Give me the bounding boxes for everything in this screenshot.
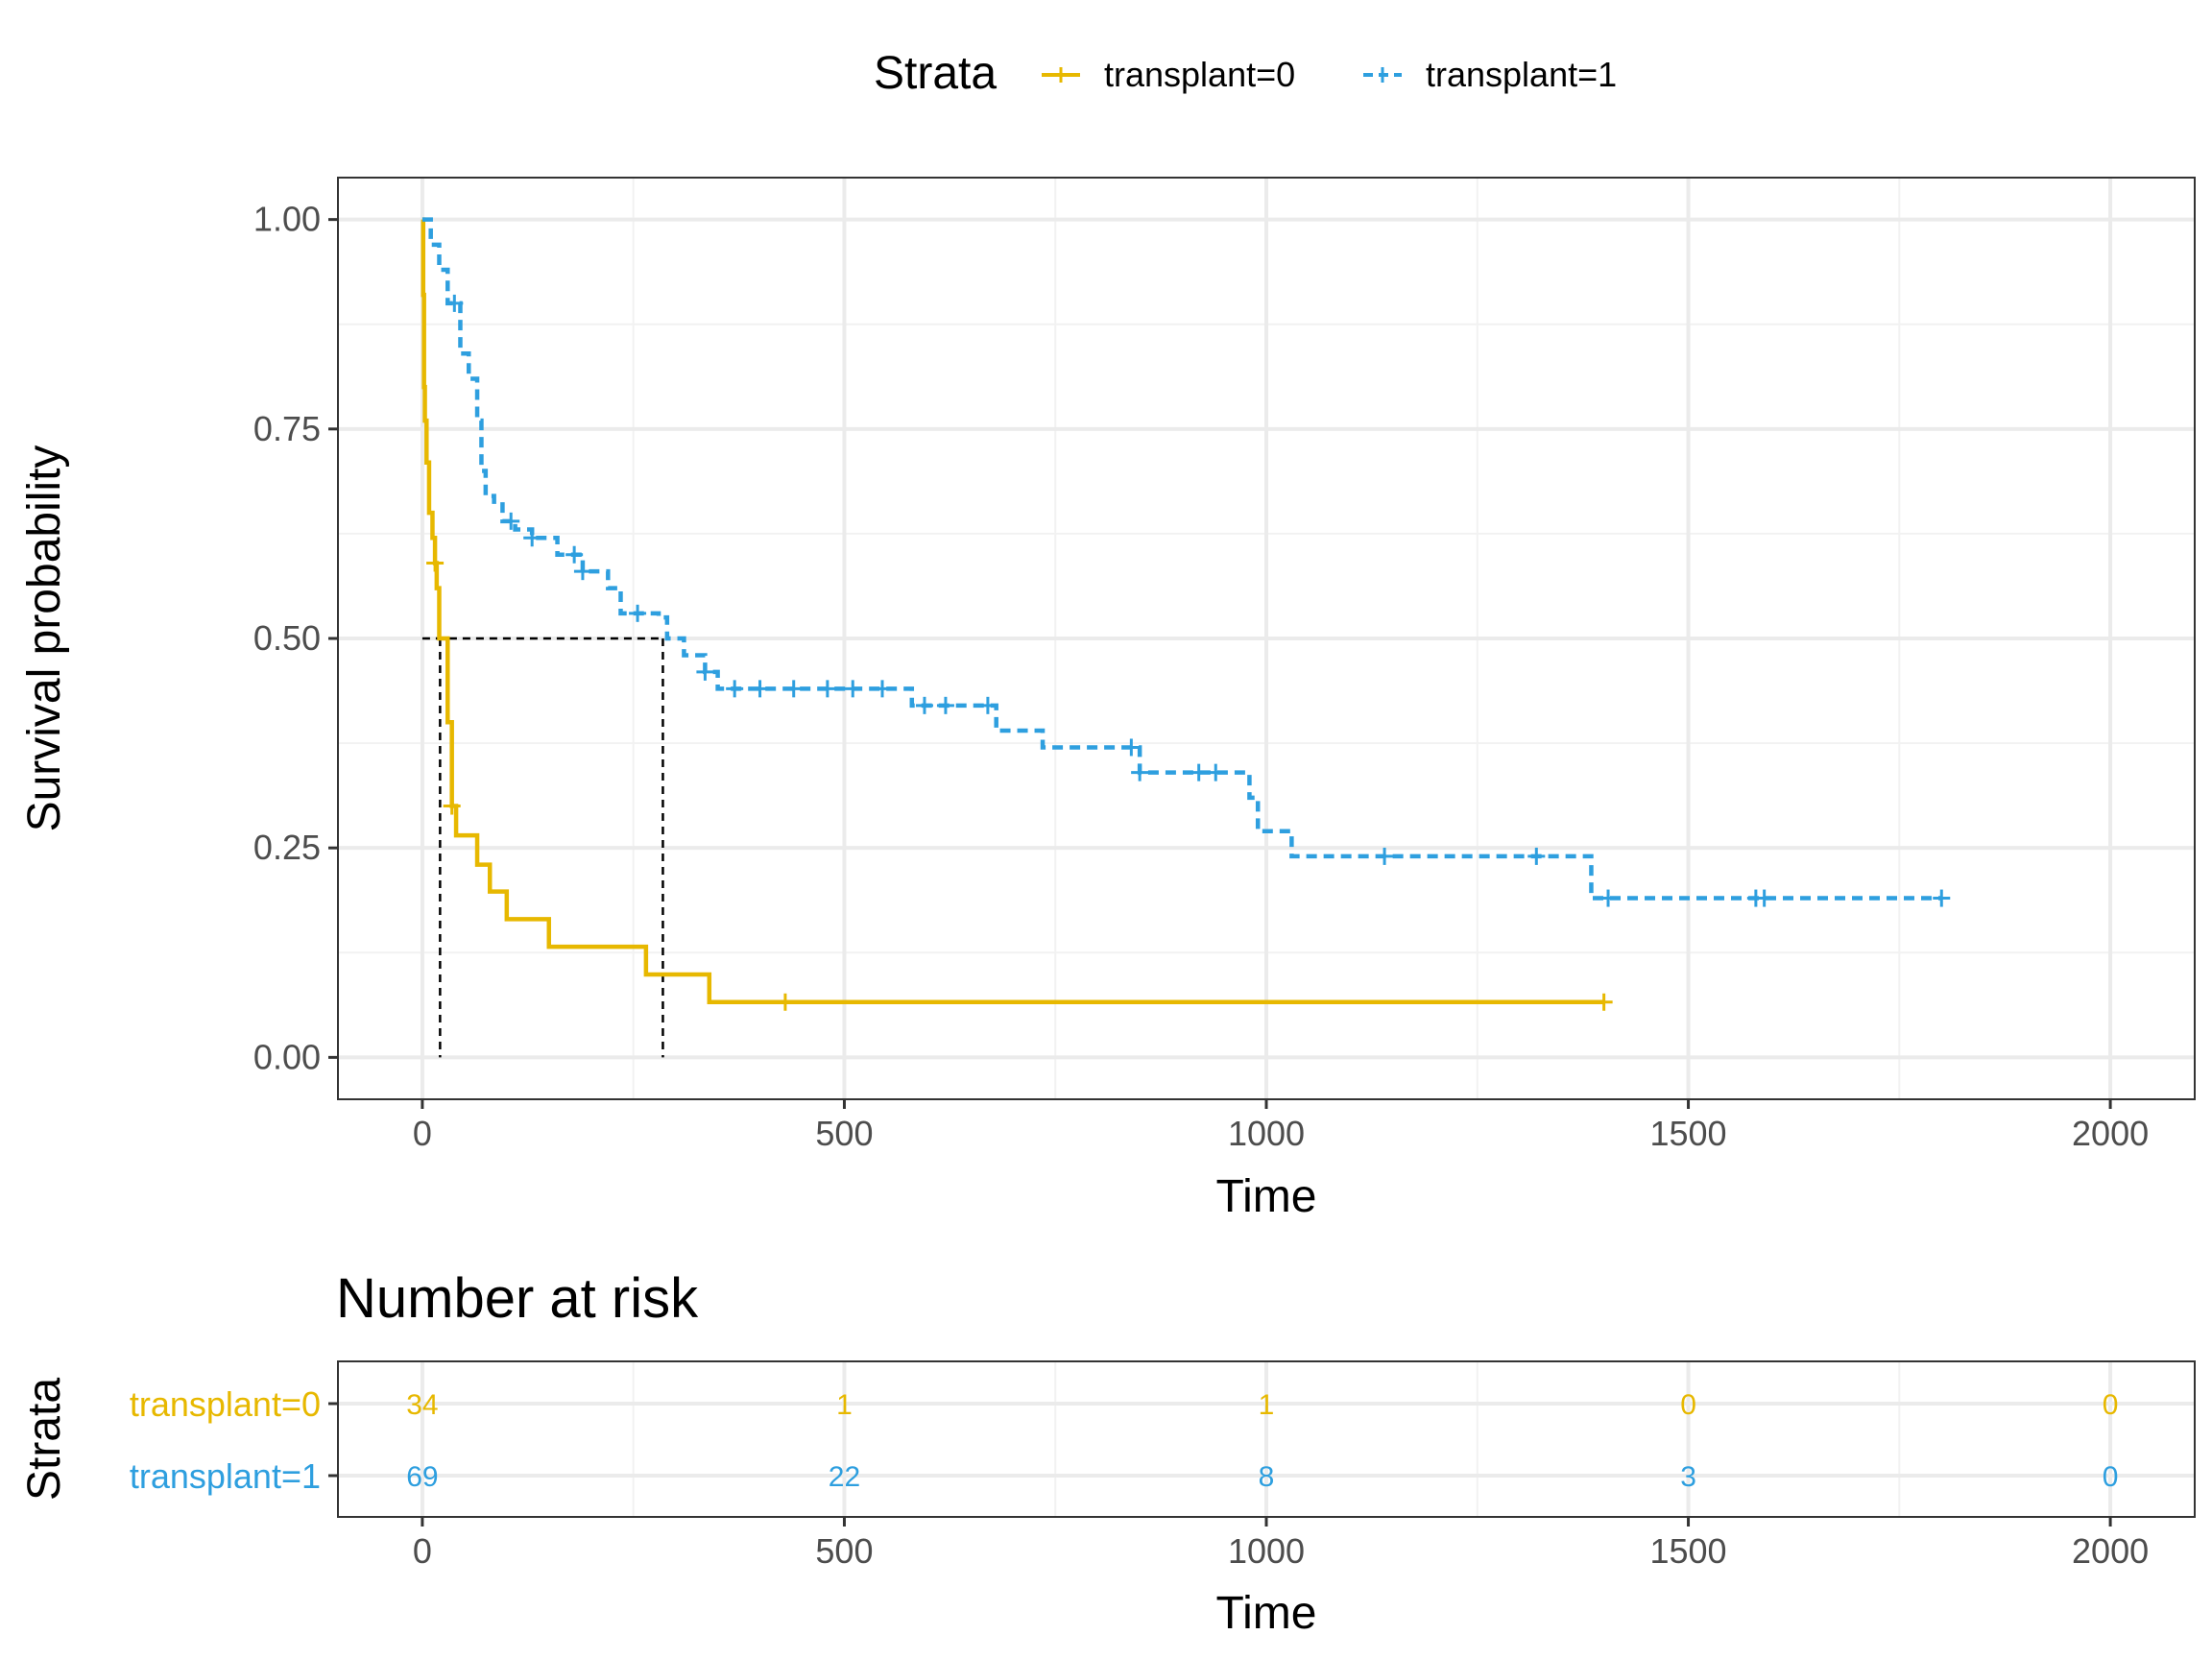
censor-mark-transplant1	[629, 604, 647, 622]
x-axis-title: Time	[1216, 1171, 1317, 1222]
x-axis-ticks: 0 500 1000 1500 2000	[413, 1099, 2149, 1153]
y-axis-ticks: 0.00 0.25 0.50 0.75 1.00	[253, 200, 338, 1076]
risk-cell: 8	[1259, 1461, 1275, 1493]
censor-mark-transplant1	[978, 696, 997, 714]
survival-curve-transplant1	[421, 217, 1942, 901]
censor-mark-transplant1	[726, 680, 744, 698]
legend-key-transplant0	[1042, 67, 1080, 83]
legend-label-transplant1: transplant=1	[1426, 55, 1617, 94]
y-tick-label: 0.75	[253, 409, 321, 448]
y-tick-label: 0.50	[253, 618, 321, 658]
censor-mark-transplant0	[776, 993, 794, 1011]
median-survival-lines	[421, 637, 664, 1058]
censor-mark-transplant1	[696, 662, 714, 681]
risk-row-label: transplant=0	[130, 1384, 321, 1424]
risk-x-tick-label: 1000	[1228, 1531, 1305, 1571]
legend: Strata transplant=0 transplant=1	[874, 48, 1617, 99]
survival-curves	[421, 217, 1951, 1011]
survival-curve-transplant0	[421, 217, 1604, 1005]
censor-mark-transplant1	[1755, 889, 1773, 907]
risk-x-axis-title: Time	[1216, 1588, 1317, 1639]
survival-plot-panel: 0.00 0.25 0.50 0.75 1.00 0 500 1000 1500 2000 Ti…	[19, 177, 2196, 1222]
risk-cell: 34	[406, 1389, 438, 1421]
censor-mark-transplant1	[573, 563, 591, 581]
censor-mark-transplant0	[426, 554, 445, 572]
legend-title: Strata	[874, 48, 997, 99]
risk-x-tick-label: 0	[413, 1531, 432, 1571]
censor-mark-transplant0	[443, 797, 461, 815]
risk-x-axis-ticks: 0 500 1000 1500 2000	[413, 1517, 2149, 1571]
risk-cell: 0	[2103, 1389, 2119, 1421]
x-tick-label: 1500	[1649, 1114, 1726, 1153]
censor-mark-transplant1	[874, 680, 892, 698]
censor-mark-transplant1	[565, 545, 584, 564]
y-axis-title: Survival probability	[19, 445, 70, 832]
x-tick-label: 2000	[2072, 1114, 2149, 1153]
risk-x-tick-label: 500	[815, 1531, 873, 1571]
censor-mark-transplant1	[1933, 889, 1951, 907]
censor-mark-transplant1	[445, 294, 464, 312]
legend-label-transplant0: transplant=0	[1104, 55, 1295, 94]
risk-y-axis-title: Strata	[19, 1378, 70, 1501]
censor-mark-transplant1	[1190, 763, 1208, 781]
risk-table-title: Number at risk	[336, 1267, 699, 1330]
y-tick-label: 1.00	[253, 200, 321, 239]
censor-mark-transplant1	[1207, 763, 1225, 781]
risk-x-tick-label: 1500	[1649, 1531, 1726, 1571]
risk-cell: 69	[406, 1461, 438, 1493]
censor-mark-transplant1	[1376, 847, 1394, 865]
censor-mark-transplant1	[523, 529, 541, 547]
censor-mark-transplant1	[1122, 738, 1141, 757]
risk-table-gridlines	[338, 1361, 2195, 1517]
censor-mark-transplant1	[751, 680, 769, 698]
risk-cell: 1	[836, 1389, 853, 1421]
censor-mark-transplant1	[915, 696, 933, 714]
risk-table-values: 34 1 1 0 0 69 22 8 3 0	[406, 1389, 2118, 1493]
risk-table-row-labels: transplant=0 transplant=1	[130, 1384, 338, 1496]
risk-cell: 22	[829, 1461, 860, 1493]
risk-x-tick-label: 2000	[2072, 1531, 2149, 1571]
risk-cell: 1	[1259, 1389, 1275, 1421]
censor-mark-transplant1	[844, 680, 862, 698]
risk-row-label: transplant=1	[130, 1456, 321, 1496]
risk-cell: 0	[2103, 1461, 2119, 1493]
censor-mark-transplant1	[818, 680, 836, 698]
x-tick-label: 0	[413, 1114, 432, 1153]
censor-mark-transplant1	[502, 512, 520, 530]
censor-mark-transplant1	[1599, 889, 1618, 907]
censor-mark-transplant1	[1131, 763, 1149, 781]
x-tick-label: 500	[815, 1114, 873, 1153]
y-tick-label: 0.00	[253, 1037, 321, 1076]
risk-cell: 3	[1680, 1461, 1696, 1493]
censor-mark-transplant1	[1527, 847, 1546, 865]
censor-mark-transplant1	[936, 696, 954, 714]
x-tick-label: 1000	[1228, 1114, 1305, 1153]
legend-key-transplant1	[1363, 67, 1402, 83]
risk-cell: 0	[1680, 1389, 1696, 1421]
censor-mark-transplant0	[1595, 993, 1613, 1011]
y-tick-label: 0.25	[253, 828, 321, 867]
censor-mark-transplant1	[784, 680, 803, 698]
risk-table-panel: Number at risk 34 1 1 0 0 69 22 8 3 0 transplant=…	[19, 1267, 2196, 1639]
